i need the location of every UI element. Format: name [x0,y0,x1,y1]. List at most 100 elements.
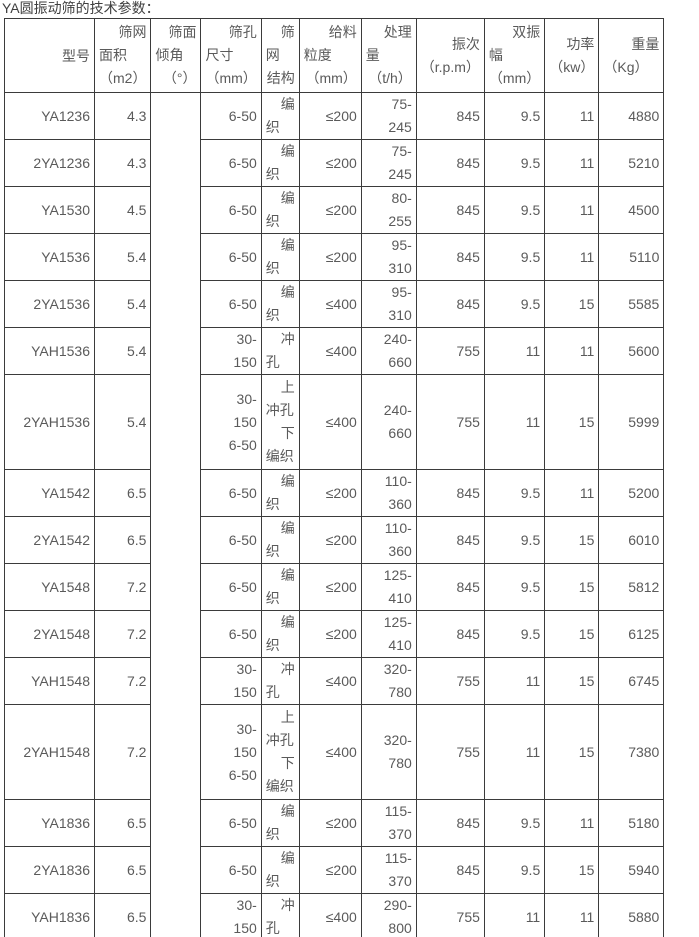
cell-text-line: 织 [265,213,280,229]
cell-text-line: （mm） [305,70,357,86]
cell-text-line: 310 [388,307,412,323]
cell-text-line: 孔 [265,684,280,700]
cell-text-line: 360 [388,496,412,512]
cell-text-line: 30- [236,897,257,913]
cell-amplitude: 9.5 [483,846,546,894]
cell-power: 15 [544,563,600,611]
cell-text-line: 编织 [265,448,294,464]
cell-structure: 编织 [260,469,300,517]
cell-text-line: 下 [280,755,295,771]
cell-structure: 冲孔 [260,657,300,705]
cell-text-line: 320- [383,661,412,677]
cell-text-line: 功率 [566,35,595,52]
cell-hole: 30- 150 6-50 [200,704,262,800]
cell-feed: ≤200 [298,186,362,234]
cell-model: 2YAH1536 [4,374,95,470]
cell-text-line: 30- [236,661,257,677]
cell-text-line: 筛网 [118,24,147,40]
cell-text-line: 660 [388,425,412,441]
cell-weight: 5999 [598,374,665,470]
table-row: 2YAH1548 7.2 30- 150 6-50 上冲孔下编织 ≤400 320- 780 75… [4,704,665,800]
cell-text-line: 振次 [451,35,480,52]
cell-text-line: 编 [280,237,295,253]
cell-amplitude: 9.5 [483,233,546,281]
cell-area: 6.5 [93,799,152,847]
cell-text-line: （m2） [99,70,147,86]
cell-text-line: 780 [388,684,412,700]
cell-text-line: 150 [233,920,257,936]
cell-text-line: 幅 [488,47,503,63]
cell-text-line: 织 [265,637,280,653]
cell-power: 15 [544,610,600,658]
cell-power: 15 [544,657,600,705]
table-row: 2YA1236 4.3 6-50 编织 ≤200 75- 245 845 9.5 11 5210 [4,139,665,187]
cell-text-line: 孔 [265,920,280,936]
cell-text-line: 织 [265,119,280,135]
cell-text-line: 115- [384,850,412,866]
cell-weight: 5210 [598,139,665,187]
cell-hole: 6-50 [200,563,262,611]
cell-weight: 5940 [598,846,665,894]
cell-text-line: （mm） [488,70,541,86]
cell-frequency: 755 [415,374,485,470]
cell-hole: 6-50 [200,610,262,658]
cell-capacity: 95- 310 [360,280,417,328]
cell-amplitude: 9.5 [483,563,546,611]
cell-feed: ≤200 [298,799,362,847]
table-head: 型号 筛网 面积 （m2） 筛面 倾角 （°） 筛孔 尺寸 （mm）筛网结构 给料 粒度 （mm） 处理量… [4,18,665,93]
cell-feed: ≤200 [298,92,362,140]
cell-model: YAH1536 [4,327,95,375]
cell-amplitude: 11 [483,657,546,705]
cell-feed: ≤400 [298,704,362,800]
cell-text-line: 冲 [280,897,295,913]
cell-area: 5.4 [93,327,152,375]
cell-feed: ≤200 [298,233,362,281]
cell-text-line: 370 [388,873,412,889]
cell-area: 4.3 [93,139,152,187]
cell-area: 4.5 [93,186,152,234]
cell-amplitude: 9.5 [483,516,546,564]
cell-text-line: 75- [391,143,412,159]
cell-hole: 6-50 [200,799,262,847]
cell-area: 6.5 [93,516,152,564]
cell-model: YAH1548 [4,657,95,705]
cell-weight: 5600 [598,327,665,375]
cell-text-line: 编织 [265,778,294,794]
cell-text-line: 结构 [266,70,295,86]
cell-area: 5.4 [93,280,152,328]
cell-model: YAH1836 [4,893,95,937]
cell-text-line: 下 [280,425,295,441]
cell-weight: 7380 [598,704,665,800]
cell-power: 11 [544,139,600,187]
cell-text-line: 编 [280,143,295,159]
cell-weight: 5585 [598,280,665,328]
cell-text-line: 上 [280,709,295,725]
cell-text-line: 110- [384,473,412,489]
cell-text-line: 冲 [280,661,295,677]
cell-amplitude: 9.5 [483,610,546,658]
cell-text-line: （°） [162,70,197,86]
cell-model: 2YA1836 [4,846,95,894]
spec-table: 型号 筛网 面积 （m2） 筛面 倾角 （°） 筛孔 尺寸 （mm）筛网结构 给料 粒度 （mm） 处理量… [4,18,665,937]
cell-text-line: 115- [384,803,412,819]
cell-frequency: 845 [415,92,485,140]
cell-capacity: 320- 780 [360,657,417,705]
cell-feed: ≤400 [298,327,362,375]
cell-weight: 5880 [598,893,665,937]
cell-text-line: 编 [280,520,295,536]
cell-power: 11 [544,469,600,517]
cell-frequency: 845 [415,610,485,658]
cell-text-line: 245 [388,119,412,135]
cell-text-line: 290- [383,897,412,913]
cell-text-line: 冲孔 [265,732,294,748]
cell-frequency: 845 [415,280,485,328]
cell-area: 7.2 [93,657,152,705]
cell-structure: 编织 [260,846,300,894]
cell-structure: 冲孔 [260,893,300,937]
cell-text-line: 编 [280,567,295,583]
cell-power: 11 [544,799,600,847]
cell-text-line: 给料 [328,24,357,40]
table-row: YA1530 4.5 6-50 编织 ≤200 80- 255 845 9.5 11 4500 [4,186,665,234]
cell-feed: ≤400 [298,280,362,328]
cell-amplitude: 9.5 [483,186,546,234]
